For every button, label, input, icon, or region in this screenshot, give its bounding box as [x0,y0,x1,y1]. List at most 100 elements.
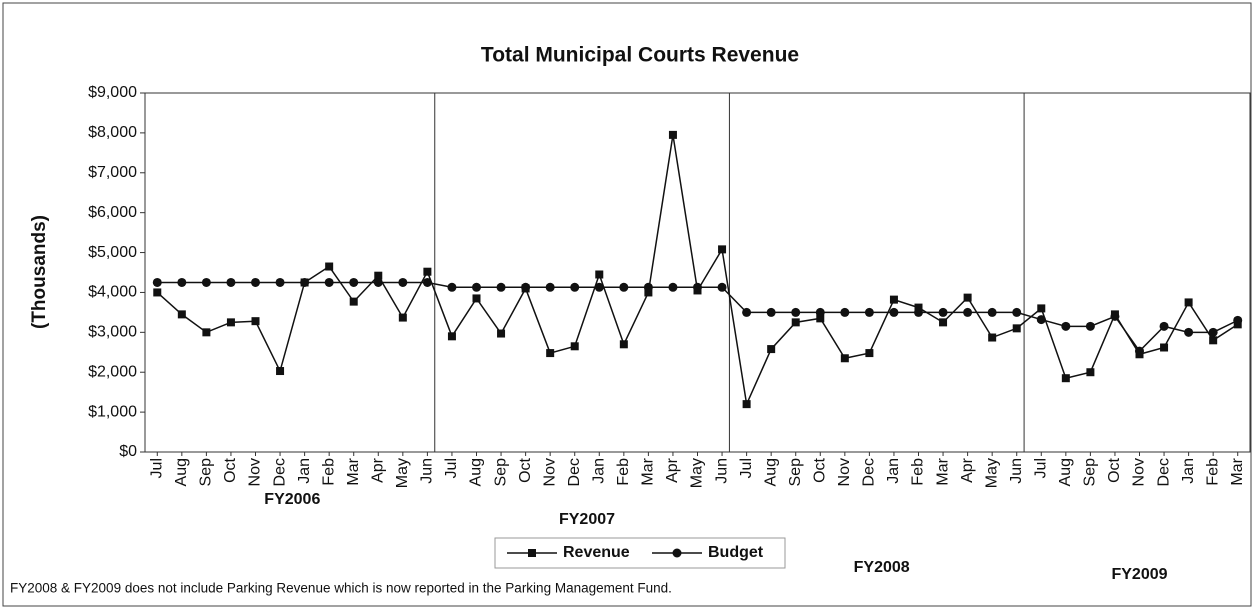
point [521,282,531,292]
point [889,295,898,304]
y-tick-label: $7,000 [88,164,137,181]
point [153,288,162,297]
point [742,307,752,317]
y-tick-label: $1,000 [88,403,137,420]
x-tick-label: Jun [1008,458,1025,484]
x-tick-label: Mar [1229,457,1246,485]
point [226,277,236,287]
point [668,130,677,139]
x-tick-label: Jul [148,458,165,478]
point [619,340,628,349]
x-tick-label: May [689,458,706,488]
x-tick-label: Nov [836,458,853,486]
point [251,317,260,326]
point [988,333,997,342]
legend-marker [672,548,682,558]
point [1160,343,1169,352]
point [594,282,604,292]
point [1086,368,1095,377]
point [865,349,874,358]
x-tick-label: Sep [492,458,509,487]
series-line [156,134,1239,407]
chart-frame [2,2,1252,607]
x-tick-label: Nov [247,458,264,486]
x-tick-label: Aug [468,458,485,486]
y-tick-label: $3,000 [88,324,137,341]
group-label: FY2007 [559,511,615,528]
point [275,277,285,287]
x-tick-label: Mar [934,457,951,485]
point [324,277,334,287]
y-tick-label: $0 [119,443,137,460]
point [963,307,973,317]
y-axis-label: (Thousands) [29,215,50,329]
legend-marker [528,549,536,557]
point [349,277,359,287]
x-tick-label: Jan [1180,458,1197,484]
point [152,277,162,287]
point [300,277,310,287]
plot-area [144,92,1251,453]
x-tick-label: Jun [419,458,436,484]
point [373,277,383,287]
point [1110,311,1120,321]
point [791,307,801,317]
point [718,245,727,254]
x-tick-label: Jan [590,458,607,484]
point [939,318,948,327]
point [325,262,334,271]
point [938,307,948,317]
legend-label: Budget [708,544,764,561]
point [766,307,776,317]
point [226,318,235,327]
point [1209,336,1218,345]
point [447,332,456,341]
point [472,282,481,292]
legend-label: Revenue [563,544,630,561]
point [423,267,432,276]
x-tick-label: Jul [738,458,755,478]
point [644,288,653,297]
point [447,282,457,292]
point [177,277,187,287]
x-tick-label: Aug [173,458,190,486]
point [914,307,923,317]
point [374,271,383,280]
y-tick-label: $8,000 [88,124,137,141]
point [816,314,825,323]
point [1184,298,1193,307]
point [840,354,849,363]
x-tick-label: Aug [762,458,779,486]
point [643,282,653,292]
point [1233,315,1243,325]
x-tick-label: Sep [1082,458,1099,487]
x-tick-label: Apr [369,457,386,483]
x-tick-label: Jul [1032,458,1049,478]
point [595,270,604,279]
y-tick-label: $5,000 [88,244,137,261]
point [202,328,211,337]
x-tick-label: Oct [1106,457,1123,482]
point [864,307,874,317]
point [693,282,702,292]
point [570,282,580,292]
point [177,310,186,319]
y-tick-label: $9,000 [88,84,137,101]
point [398,277,408,287]
point [1159,321,1169,331]
point [545,282,555,292]
x-tick-label: Jan [885,458,902,484]
point [889,307,899,317]
point [398,313,407,322]
point [496,282,506,292]
x-tick-label: Oct [222,457,239,482]
x-tick-label: Mar [345,457,362,485]
point [1135,346,1144,356]
point [742,400,751,409]
point [251,277,260,287]
x-tick-label: Sep [198,458,215,487]
x-tick-label: Oct [811,457,828,482]
point [1036,315,1046,325]
group-label: FY2008 [854,559,910,576]
point [791,318,800,327]
